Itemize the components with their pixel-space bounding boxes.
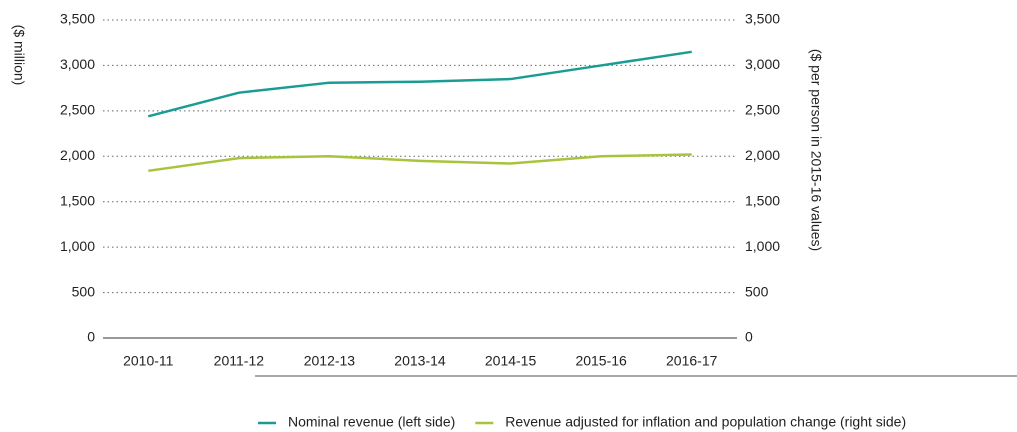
y2-tick-label: 1,500 — [745, 192, 780, 208]
x-tick-label: 2013-14 — [394, 353, 446, 369]
x-tick-label: 2011-12 — [214, 353, 265, 369]
y2-tick-label: 3,500 — [745, 11, 780, 27]
y-tick-label: 3,000 — [60, 56, 95, 72]
x-tick-label: 2014-15 — [485, 353, 537, 369]
y-tick-label: 0 — [87, 329, 95, 345]
y-tick-label: 2,000 — [60, 147, 95, 163]
y2-tick-label: 3,000 — [745, 56, 780, 72]
y-axis-title: ($ million) — [11, 25, 27, 86]
series-line — [147, 50, 692, 118]
x-tick-label: 2016-17 — [666, 353, 718, 369]
y2-tick-label: 2,500 — [745, 102, 780, 118]
y-tick-label: 1,000 — [60, 238, 95, 254]
y-tick-label: 2,500 — [60, 102, 95, 118]
y2-axis-title: ($ per person in 2015-16 values) — [808, 49, 824, 251]
y2-tick-label: 2,000 — [745, 147, 780, 163]
y-tick-label: 500 — [72, 283, 96, 299]
x-tick-label: 2015-16 — [575, 353, 627, 369]
legend-label: Nominal revenue (left side) — [288, 414, 455, 430]
x-tick-label: 2012-13 — [304, 353, 356, 369]
series-line — [148, 153, 692, 173]
y-tick-label: 3,500 — [60, 11, 95, 27]
legend-label: Revenue adjusted for inflation and popul… — [505, 414, 906, 430]
y-tick-label: 1,500 — [60, 192, 95, 208]
y2-tick-label: 0 — [745, 329, 753, 345]
x-tick-label: 2010-11 — [123, 353, 174, 369]
y2-tick-label: 1,000 — [745, 238, 780, 254]
y2-tick-label: 500 — [745, 283, 769, 299]
